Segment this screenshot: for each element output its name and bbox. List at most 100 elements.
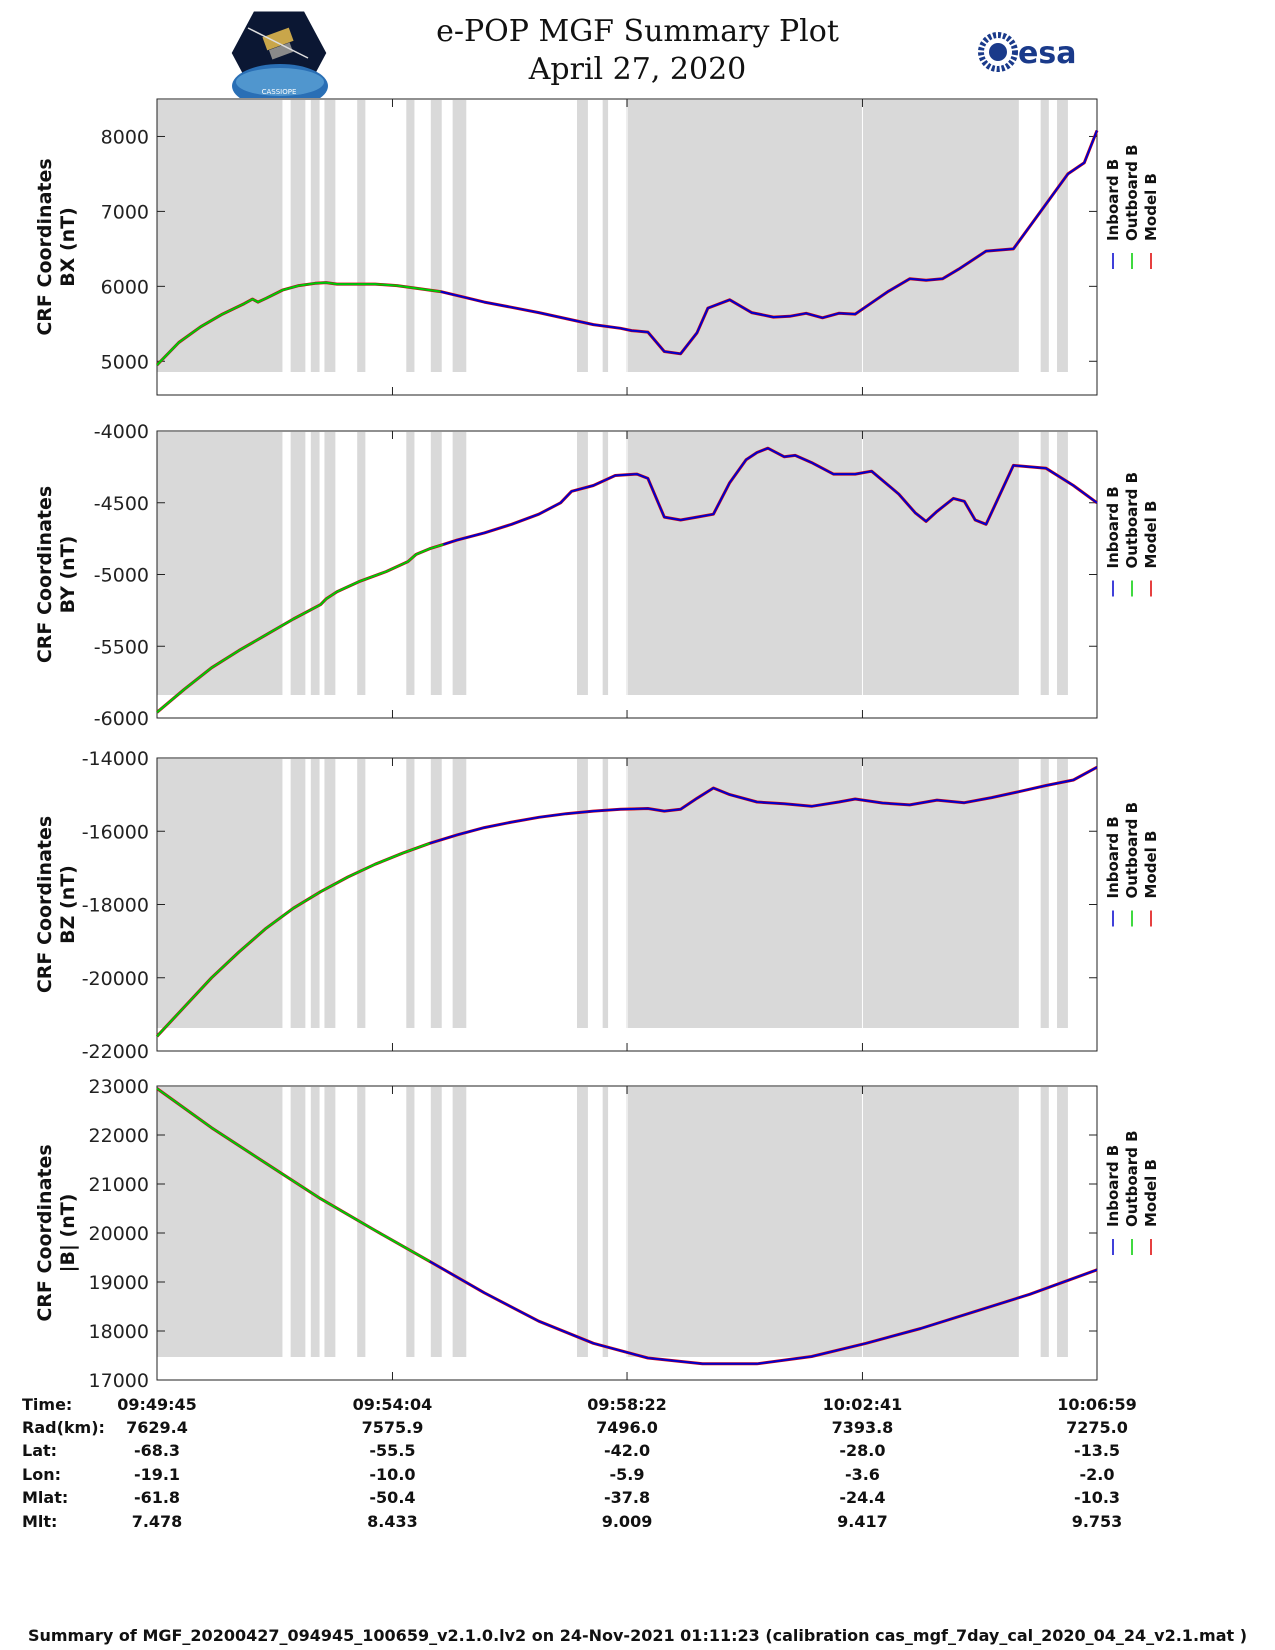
shaded-interval-bx-9 [602,100,609,372]
shaded-interval-bz-0 [157,759,283,1028]
shaded-interval-by-10 [626,432,1019,695]
legend-label-by-0: Inboard B [1104,486,1122,568]
ephemeris-row-label-1: Rad(km): [22,1418,105,1437]
ephemeris-cell-1-3: -10.0 [369,1465,415,1484]
ephemeris-cell-1-1: 7575.9 [362,1418,424,1437]
legend-label-bz-1: Outboard B [1123,802,1141,899]
ylabel-line1-bmag: CRF Coordinates [34,1144,56,1321]
shaded-interval-by-11 [1040,432,1049,695]
ytick-label-bmag-4: 21000 [89,1174,149,1196]
legend-label-bmag-0: Inboard B [1104,1145,1122,1227]
shaded-interval-by-5 [406,432,415,695]
ephemeris-cell-3-4: -24.4 [839,1488,885,1507]
ytick-label-bx-0: 5000 [101,351,149,373]
shaded-interval-bmag-7 [452,1087,467,1357]
ephemeris-cell-2-1: 7496.0 [596,1418,658,1437]
ephemeris-cell-2-4: -37.8 [604,1488,650,1507]
ephemeris-cell-4-1: 7275.0 [1066,1418,1128,1437]
shaded-interval-bz-10 [626,759,1019,1028]
shaded-interval-bx-4 [357,100,366,372]
panel-by: -6000 -5500 -5000 -4500 -4000 CRF Coordinates… [34,421,1160,730]
ytick-label-by-0: -6000 [94,708,149,730]
shaded-interval-bmag-10 [626,1087,1019,1357]
shaded-interval-bmag-3 [324,1087,336,1357]
ylabel-line1-bz: CRF Coordinates [34,816,56,993]
ephemeris-table: Time: Rad(km): Lat: Lon: Mlat: Mlt: 09:49:45 76… [22,1395,1137,1531]
shaded-interval-bz-7 [452,759,467,1028]
shaded-interval-bz-6 [430,759,442,1028]
shaded-interval-by-4 [357,432,366,695]
ephemeris-cell-1-4: -50.4 [369,1488,415,1507]
ephemeris-cell-4-4: -10.3 [1074,1488,1120,1507]
shaded-interval-bx-5 [406,100,415,372]
shaded-interval-bz-1 [290,759,306,1028]
panel-bmag: 17000 18000 19000 20000 21000 22000 23000 CRF C… [34,1076,1160,1392]
legend-label-by-2: Model B [1142,501,1160,569]
footer-caption: Summary of MGF_20200427_094945_100659_v2… [27,1626,1248,1645]
series-outboard-b-by [156,543,444,714]
ylabel-line2-bz: BZ (nT) [57,865,79,944]
shaded-interval-bx-2 [310,100,320,372]
ephemeris-cell-3-0: 10:02:41 [823,1395,903,1414]
legend-label-by-1: Outboard B [1123,472,1141,569]
shaded-interval-by-2 [310,432,320,695]
ytick-label-bmag-1: 18000 [89,1321,149,1343]
ylabel-line1-bx: CRF Coordinates [34,158,56,335]
ephemeris-cell-0-4: -61.8 [134,1488,180,1507]
shaded-interval-bx-1 [290,100,306,372]
plot-date: April 27, 2020 [528,52,747,87]
ephemeris-cell-0-5: 7.478 [132,1512,183,1531]
ephemeris-cell-3-3: -3.6 [845,1465,880,1484]
shaded-interval-by-0 [157,432,283,695]
shaded-interval-bz-11 [1040,759,1049,1028]
shaded-interval-by-6 [430,432,442,695]
ephemeris-cell-2-2: -42.0 [604,1441,650,1460]
ephemeris-cell-1-5: 8.433 [367,1512,418,1531]
ytick-label-bz-2: -18000 [82,895,149,917]
ytick-label-by-1: -5500 [94,636,149,658]
shaded-interval-bx-8 [577,100,588,372]
shaded-interval-by-7 [452,432,467,695]
ytick-label-bz-1: -20000 [82,968,149,990]
ytick-label-bmag-0: 17000 [89,1370,149,1392]
panel-bz: -22000 -20000 -18000 -16000 -14000 CRF Coordi… [34,748,1160,1063]
legend-label-bz-2: Model B [1142,831,1160,899]
ephemeris-row-label-0: Time: [22,1395,72,1414]
ephemeris-cell-4-3: -2.0 [1080,1465,1115,1484]
series-outboard-b-bmag [156,1087,431,1263]
shaded-interval-bmag-12 [1057,1087,1068,1357]
ytick-label-bmag-2: 19000 [89,1272,149,1294]
shaded-interval-bx-7 [452,100,467,372]
shaded-interval-bmag-6 [430,1087,442,1357]
shaded-interval-bx-3 [324,100,336,372]
ytick-label-bz-4: -14000 [82,748,149,770]
shaded-interval-bz-9 [602,759,609,1028]
ephemeris-cell-4-2: -13.5 [1074,1441,1120,1460]
shaded-interval-by-3 [324,432,336,695]
ytick-label-bx-2: 7000 [101,201,149,223]
ephemeris-cell-0-3: -19.1 [134,1465,180,1484]
ephemeris-cell-4-5: 9.753 [1072,1512,1123,1531]
legend-label-bx-2: Model B [1142,173,1160,241]
shaded-interval-bmag-9 [602,1087,609,1357]
ytick-label-by-3: -4500 [94,493,149,515]
ytick-label-by-4: -4000 [94,421,149,443]
ephemeris-cell-4-0: 10:06:59 [1057,1395,1137,1414]
series-outboard-b-bx [156,281,441,366]
ephemeris-cell-1-0: 09:54:04 [353,1395,433,1414]
legend-label-bx-1: Outboard B [1123,144,1141,241]
shaded-interval-bmag-1 [290,1087,306,1357]
ephemeris-row-label-4: Mlat: [22,1488,68,1507]
shaded-interval-bx-0 [157,100,283,372]
legend-label-bmag-1: Outboard B [1123,1130,1141,1227]
ylabel-line2-bx: BX (nT) [57,207,79,287]
ylabel-line2-by: BY (nT) [57,536,79,614]
ytick-label-by-2: -5000 [94,565,149,587]
ephemeris-cell-3-5: 9.417 [837,1512,888,1531]
shaded-interval-bz-12 [1057,759,1068,1028]
shaded-interval-bx-12 [1057,100,1068,372]
shaded-interval-by-8 [577,432,588,695]
shaded-interval-bmag-0 [157,1087,283,1357]
legend-label-bx-0: Inboard B [1104,159,1122,241]
